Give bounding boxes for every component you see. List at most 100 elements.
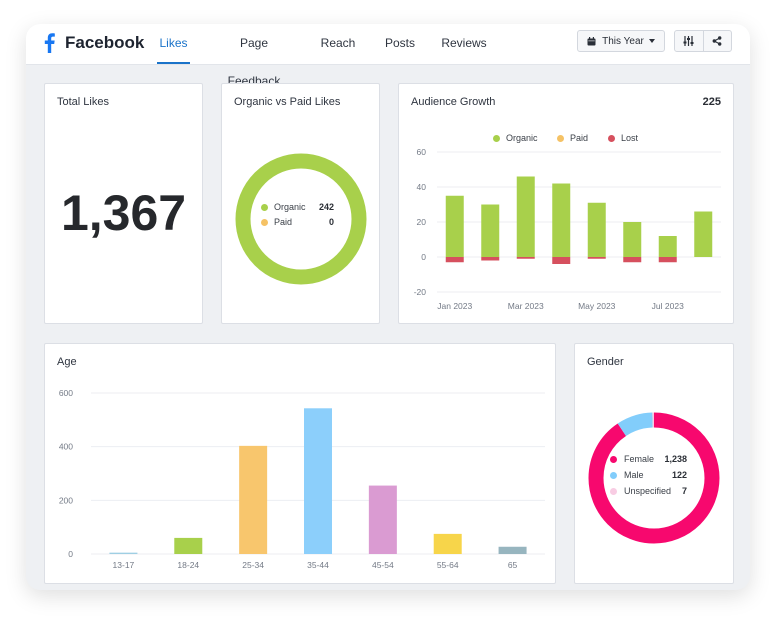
paid-legend-dot — [261, 219, 268, 226]
brand: Facebook — [42, 32, 144, 54]
tab-page-feedback[interactable]: Page Feedback — [227, 36, 281, 88]
age-bar-25-34 — [239, 445, 268, 554]
age-y-tick: 0 — [68, 549, 73, 559]
growth-bar-lost-apr-2023 — [552, 257, 571, 264]
age-x-tick: 25-34 — [242, 560, 264, 570]
growth-x-tick: Jan 2023 — [437, 301, 472, 311]
male-legend-value: 122 — [671, 470, 687, 480]
growth-bar-organic-jul-2023 — [658, 236, 677, 257]
growth-bar-lost-feb-2023 — [481, 257, 500, 261]
share-icon — [712, 36, 722, 46]
organic-paid-donut — [235, 153, 367, 285]
organic-legend-value: 242 — [318, 202, 334, 212]
toolbar-icon-group — [674, 30, 732, 52]
age-y-tick: 200 — [59, 495, 73, 505]
organic-legend-label: Organic — [274, 202, 306, 212]
growth-bar-lost-jul-2023 — [658, 257, 677, 263]
dashboard-frame: Facebook Likes Page Feedback Reach Posts… — [26, 24, 750, 590]
audience-growth-card: Audience Growth 225 Organic Paid Lost -2… — [398, 83, 734, 324]
growth-bar-organic-jun-2023 — [623, 222, 642, 257]
age-title: Age — [57, 356, 77, 368]
age-bar-45-54 — [368, 485, 397, 554]
age-x-tick: 45-54 — [372, 560, 394, 570]
chevron-down-icon — [648, 39, 655, 43]
age-x-tick: 18-24 — [177, 560, 199, 570]
growth-legend-lost: Lost — [621, 133, 639, 143]
filter-sliders-icon — [683, 36, 694, 46]
share-button[interactable] — [702, 31, 732, 51]
growth-bar-lost-mar-2023 — [516, 257, 535, 259]
organic-legend-dot — [261, 204, 268, 211]
donut-slice-organic — [235, 153, 367, 285]
growth-bar-lost-may-2023 — [587, 257, 606, 259]
female-legend-value: 1,238 — [664, 454, 687, 464]
unspecified-legend-value: 7 — [681, 486, 687, 496]
audience-growth-total: 225 — [702, 96, 721, 108]
age-x-tick: 65 — [508, 560, 518, 570]
age-bar-35-44 — [304, 408, 332, 554]
gender-card: Gender Female 1,238 Male 122 Unspecified… — [574, 343, 734, 584]
male-legend-dot — [610, 472, 617, 479]
growth-bar-lost-jun-2023 — [623, 257, 642, 263]
age-bar-13-17 — [109, 552, 138, 554]
growth-legend-dot-organic — [493, 135, 500, 142]
growth-legend-paid: Paid — [570, 133, 589, 143]
growth-bar-organic-apr-2023 — [552, 183, 571, 257]
calendar-icon — [587, 36, 596, 45]
growth-bar-organic-jan-2023 — [445, 195, 464, 257]
growth-y-tick: 0 — [421, 252, 426, 262]
tab-likes[interactable]: Likes — [157, 24, 190, 64]
growth-y-tick: 20 — [417, 217, 427, 227]
age-bar-18-24 — [174, 537, 203, 554]
age-y-tick: 600 — [59, 388, 73, 398]
female-legend-label: Female — [624, 454, 655, 464]
female-legend-dot — [610, 456, 617, 463]
male-legend-label: Male — [624, 470, 644, 480]
growth-x-tick: Mar 2023 — [508, 301, 544, 311]
organic-paid-card: Organic vs Paid Likes Organic 242 Paid 0 — [221, 83, 380, 324]
growth-y-tick: -20 — [414, 287, 427, 297]
growth-y-tick: 60 — [417, 147, 427, 157]
brand-name: Facebook — [65, 33, 145, 52]
growth-x-tick: Jul 2023 — [652, 301, 684, 311]
growth-bar-organic-aug-2023 — [694, 211, 713, 257]
age-bar-65 — [498, 546, 527, 554]
filter-button[interactable] — [675, 31, 703, 51]
audience-growth-title: Audience Growth — [411, 96, 496, 108]
gender-donut — [588, 412, 720, 544]
age-x-tick: 55-64 — [437, 560, 459, 570]
gender-slice-unspecified — [588, 412, 720, 544]
total-likes-title: Total Likes — [57, 96, 109, 108]
facebook-logo-icon — [44, 33, 55, 53]
age-x-tick: 35-44 — [307, 560, 329, 570]
paid-legend-value: 0 — [328, 217, 334, 227]
total-likes-value: 1,367 — [60, 185, 187, 241]
growth-y-tick: 40 — [417, 182, 427, 192]
organic-paid-title: Organic vs Paid Likes — [234, 96, 341, 108]
audience-growth-chart: -20 0 20 40 60 Jan 2023 Mar 2023 May 2023 Jul 20… — [414, 147, 721, 311]
growth-legend-organic: Organic — [506, 133, 538, 143]
age-chart: 0 200 400 600 13-17 18-24 25-34 35-44 45-54 55-64… — [59, 388, 545, 570]
growth-bar-organic-feb-2023 — [481, 204, 500, 257]
age-bar-55-64 — [433, 533, 462, 554]
period-label: This Year — [602, 35, 644, 47]
age-card: Age 0 200 400 600 13-17 18-24 25-34 35-44 45-54 5… — [44, 343, 556, 584]
unspecified-legend-label: Unspecified — [624, 486, 672, 496]
tab-reviews[interactable]: Reviews — [441, 36, 487, 50]
age-y-tick: 400 — [59, 442, 73, 452]
gender-slices — [588, 412, 720, 544]
growth-bar-organic-mar-2023 — [516, 176, 535, 257]
total-likes-card: Total Likes 1,367 — [44, 83, 203, 324]
gender-title: Gender — [587, 356, 624, 368]
paid-legend-label: Paid — [274, 217, 293, 227]
tab-reach[interactable]: Reach — [320, 36, 356, 50]
growth-bar-organic-may-2023 — [587, 202, 606, 257]
growth-legend-dot-lost — [608, 135, 615, 142]
unspecified-legend-dot — [610, 488, 617, 495]
top-bar: Facebook Likes Page Feedback Reach Posts… — [26, 24, 750, 88]
period-dropdown[interactable]: This Year — [577, 30, 665, 52]
growth-bar-lost-jan-2023 — [445, 257, 464, 263]
growth-x-tick: May 2023 — [578, 301, 616, 311]
tab-posts[interactable]: Posts — [384, 36, 415, 50]
age-x-tick: 13-17 — [113, 560, 135, 570]
